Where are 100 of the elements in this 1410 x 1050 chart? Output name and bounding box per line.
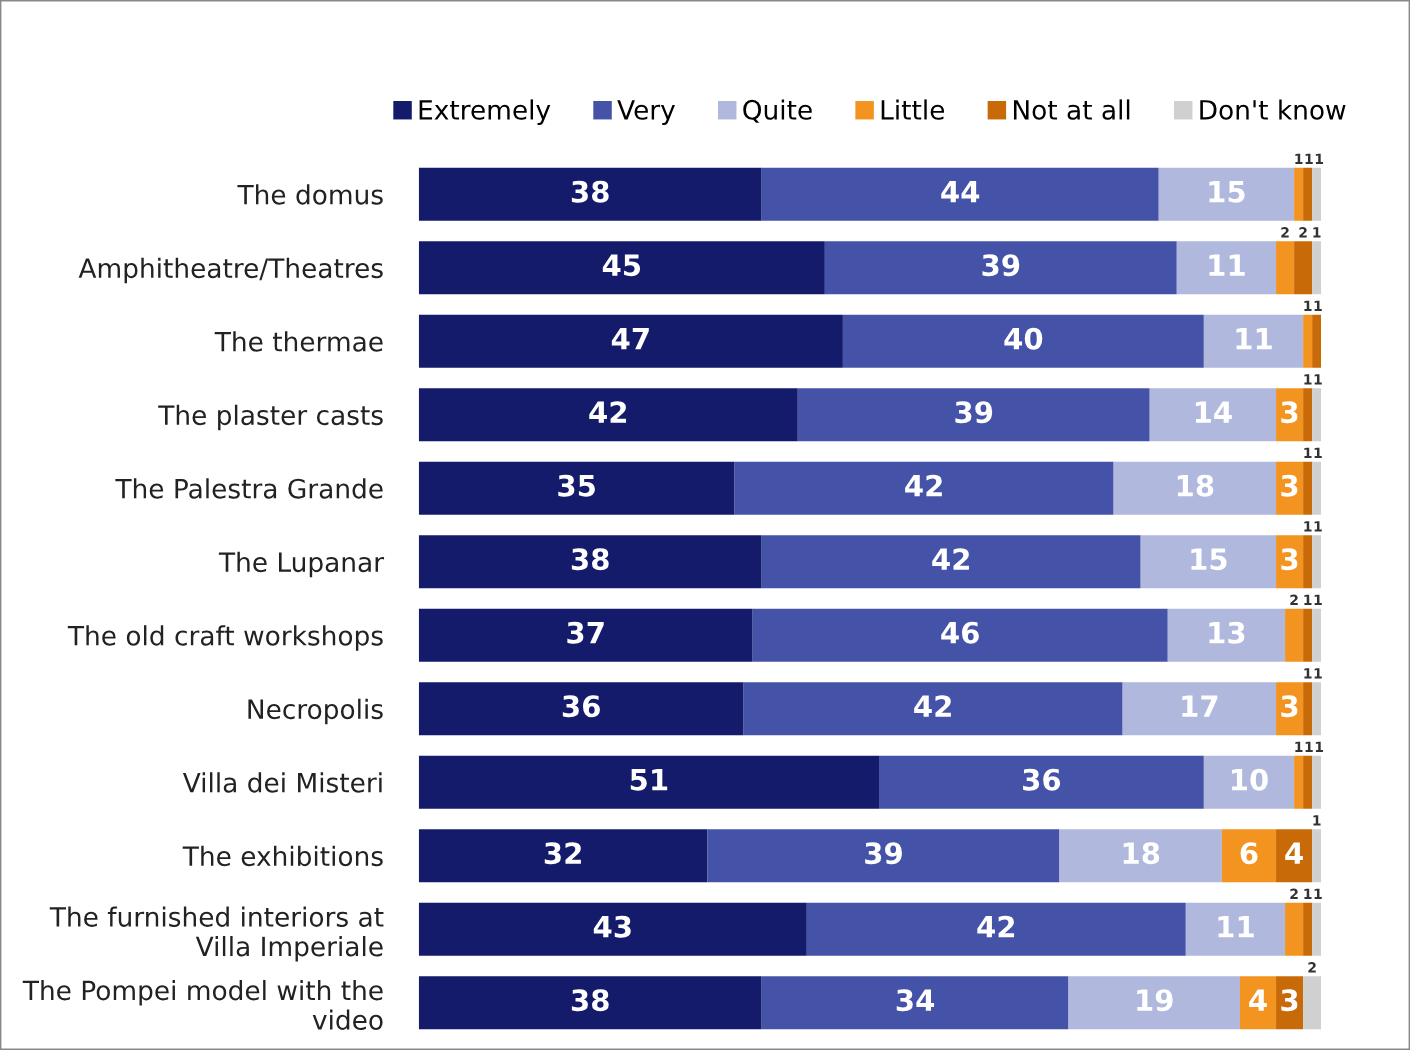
y-tick-label: The Pompei model with the video bbox=[22, 979, 383, 1030]
data-label: 3 bbox=[1281, 548, 1298, 571]
data-label: 4 bbox=[1285, 842, 1303, 864]
bar bbox=[1312, 461, 1322, 515]
bar bbox=[1312, 755, 1322, 809]
data-label: 39 bbox=[865, 842, 902, 865]
data-label: 42 bbox=[589, 401, 627, 423]
bar bbox=[1185, 902, 1286, 956]
bar bbox=[761, 976, 1069, 1030]
bar bbox=[797, 388, 1150, 442]
bar bbox=[418, 167, 762, 221]
bar bbox=[752, 608, 1168, 662]
bar bbox=[1122, 682, 1277, 736]
data-label: 1 bbox=[1314, 594, 1322, 605]
bar bbox=[1312, 314, 1322, 368]
bar bbox=[1303, 314, 1313, 368]
data-label: 17 bbox=[1182, 695, 1218, 717]
bar bbox=[1312, 608, 1322, 662]
data-label: 1 bbox=[1295, 153, 1303, 164]
bar bbox=[1113, 461, 1277, 515]
bar bbox=[418, 902, 807, 956]
data-label: 35 bbox=[558, 474, 595, 497]
y-tick-label: The domus bbox=[237, 184, 383, 205]
data-label: 1 bbox=[1313, 227, 1321, 238]
data-label: 1 bbox=[1314, 668, 1322, 679]
bar bbox=[734, 461, 1114, 515]
bar bbox=[1312, 535, 1322, 589]
data-label: 47 bbox=[611, 328, 649, 350]
bar bbox=[1059, 829, 1222, 883]
bar bbox=[418, 388, 798, 442]
data-label: 11 bbox=[1236, 328, 1272, 350]
data-label: 2 bbox=[1281, 227, 1289, 238]
data-label: 14 bbox=[1195, 401, 1232, 423]
data-label: 42 bbox=[914, 695, 951, 717]
bar bbox=[1276, 241, 1295, 295]
bar bbox=[418, 535, 762, 589]
bar bbox=[824, 241, 1177, 295]
bar bbox=[1312, 388, 1322, 442]
data-label: 34 bbox=[896, 989, 935, 1012]
bar bbox=[418, 608, 753, 662]
bar bbox=[1312, 167, 1322, 221]
legend-label: Quite bbox=[743, 99, 812, 123]
data-label: 38 bbox=[571, 989, 609, 1012]
bar bbox=[418, 976, 762, 1030]
data-label: 3 bbox=[1281, 989, 1298, 1012]
y-tick-label: Necropolis bbox=[248, 698, 383, 725]
data-label: 45 bbox=[602, 254, 641, 277]
bar bbox=[1221, 829, 1277, 883]
data-label: 10 bbox=[1231, 768, 1268, 791]
bar bbox=[418, 755, 879, 809]
data-label: 39 bbox=[955, 401, 993, 424]
y-tick-label: The thermae bbox=[214, 331, 383, 352]
data-label: 11 bbox=[1209, 254, 1245, 276]
legend-label: Extremely bbox=[419, 99, 551, 125]
y-tick-label: Villa dei Misteri bbox=[182, 772, 382, 793]
data-label: 1 bbox=[1314, 521, 1322, 532]
bar bbox=[761, 167, 1159, 221]
data-label: 36 bbox=[1023, 768, 1061, 791]
data-label: 18 bbox=[1177, 474, 1214, 497]
bar bbox=[1294, 755, 1304, 809]
data-label: 37 bbox=[567, 621, 604, 644]
data-label: 1 bbox=[1305, 741, 1313, 752]
data-label: 19 bbox=[1137, 989, 1173, 1012]
bar bbox=[1303, 461, 1313, 515]
data-label: 1 bbox=[1304, 447, 1312, 458]
data-label: 1 bbox=[1304, 521, 1312, 532]
data-label: 1 bbox=[1314, 374, 1322, 385]
data-label: 46 bbox=[941, 621, 979, 644]
data-label: 13 bbox=[1209, 621, 1245, 644]
data-label: 42 bbox=[932, 548, 969, 570]
bar bbox=[1203, 755, 1295, 809]
bar bbox=[418, 461, 735, 515]
data-label: 1 bbox=[1315, 741, 1323, 752]
data-label: 1 bbox=[1295, 741, 1303, 752]
bar bbox=[842, 314, 1204, 368]
data-label: 1 bbox=[1315, 153, 1323, 164]
data-label: 1 bbox=[1304, 668, 1312, 679]
data-label: 3 bbox=[1281, 695, 1298, 718]
bar bbox=[1312, 682, 1322, 736]
data-label: 2 bbox=[1299, 227, 1307, 238]
data-label: 1 bbox=[1314, 888, 1322, 899]
data-label: 42 bbox=[977, 915, 1015, 938]
data-label: 2 bbox=[1308, 962, 1316, 973]
data-label: 1 bbox=[1304, 888, 1312, 899]
bar bbox=[1285, 608, 1304, 662]
data-label: 42 bbox=[905, 474, 942, 497]
bar bbox=[1303, 682, 1313, 736]
bar bbox=[806, 902, 1186, 956]
data-label: 1 bbox=[1305, 153, 1313, 164]
y-tick-label: The furnished interiors at Villa Imperiale bbox=[49, 906, 384, 962]
y-tick-label: The Palestra Grande bbox=[115, 478, 383, 499]
y-tick-label: The exhibitions bbox=[182, 845, 383, 867]
data-label: 1 bbox=[1313, 815, 1321, 826]
data-label: 32 bbox=[544, 842, 581, 865]
bar bbox=[1312, 241, 1322, 295]
data-label: 1 bbox=[1314, 300, 1322, 311]
data-label: 4 bbox=[1249, 989, 1267, 1011]
data-label: 38 bbox=[571, 180, 609, 203]
bar bbox=[1303, 535, 1313, 589]
bar bbox=[1303, 167, 1313, 221]
